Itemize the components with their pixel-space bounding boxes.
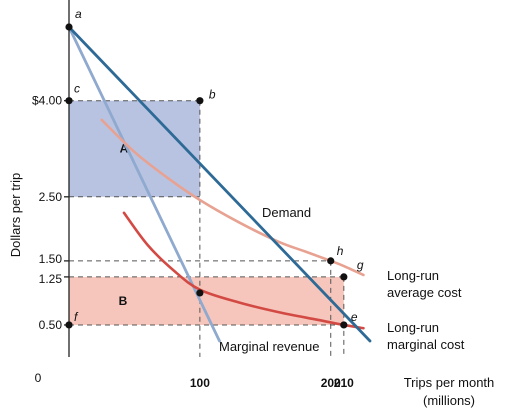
- lrmc-label-line-2: marginal cost: [387, 337, 465, 352]
- labels: Dollars per trip Trips per month (millio…: [8, 173, 494, 408]
- point-label-h: h: [337, 244, 344, 258]
- x-tick-label: 100: [190, 376, 210, 390]
- y-tick-label: $4.00: [32, 94, 62, 108]
- point-label-c: c: [74, 82, 80, 96]
- point-label-g: g: [357, 258, 364, 272]
- lrac-label-line-2: average cost: [387, 285, 462, 300]
- point-label-e: e: [351, 310, 358, 324]
- area-label-b: B: [119, 294, 128, 308]
- curves: [67, 25, 372, 343]
- point-intersection: [196, 289, 204, 297]
- point-e: [340, 321, 348, 329]
- point-g: [340, 273, 348, 281]
- point-h: [327, 257, 335, 265]
- origin-label: 0: [35, 371, 42, 385]
- x-axis-label: Trips per month: [404, 375, 495, 390]
- lrac-label-line-1: Long-run: [387, 268, 439, 283]
- marginal-revenue-label: Marginal revenue: [219, 339, 319, 354]
- point-c: [65, 97, 73, 105]
- points: a b c f hg e: [65, 7, 364, 329]
- y-tick-label: 2.50: [39, 190, 63, 204]
- y-tick-label: 1.50: [39, 252, 63, 266]
- y-axis-label: Dollars per trip: [8, 173, 23, 258]
- area-a: [69, 100, 200, 197]
- point-label-a: a: [75, 7, 82, 21]
- series-demand: [67, 25, 372, 343]
- x-axis-unit: (millions): [423, 393, 475, 408]
- lrmc-label-line-1: Long-run: [387, 320, 439, 335]
- point-f: [65, 321, 73, 329]
- y-tick-label: 0.50: [39, 318, 63, 332]
- x-tick-label: 210: [334, 376, 354, 390]
- demand-label: Demand: [262, 205, 311, 220]
- point-b: [196, 97, 204, 105]
- series-long-run-average-cost: [100, 118, 365, 277]
- series-marginal-revenue: [67, 25, 221, 343]
- point-label-b: b: [209, 88, 216, 102]
- point-label-f: f: [74, 310, 79, 324]
- point-a: [65, 23, 73, 31]
- series-long-run-marginal-cost: [122, 211, 365, 330]
- x-tick-label: 200: [321, 376, 341, 390]
- guide-lines: [69, 100, 345, 357]
- area-label-a: A: [120, 142, 129, 156]
- y-tick-label: 1.25: [39, 272, 63, 286]
